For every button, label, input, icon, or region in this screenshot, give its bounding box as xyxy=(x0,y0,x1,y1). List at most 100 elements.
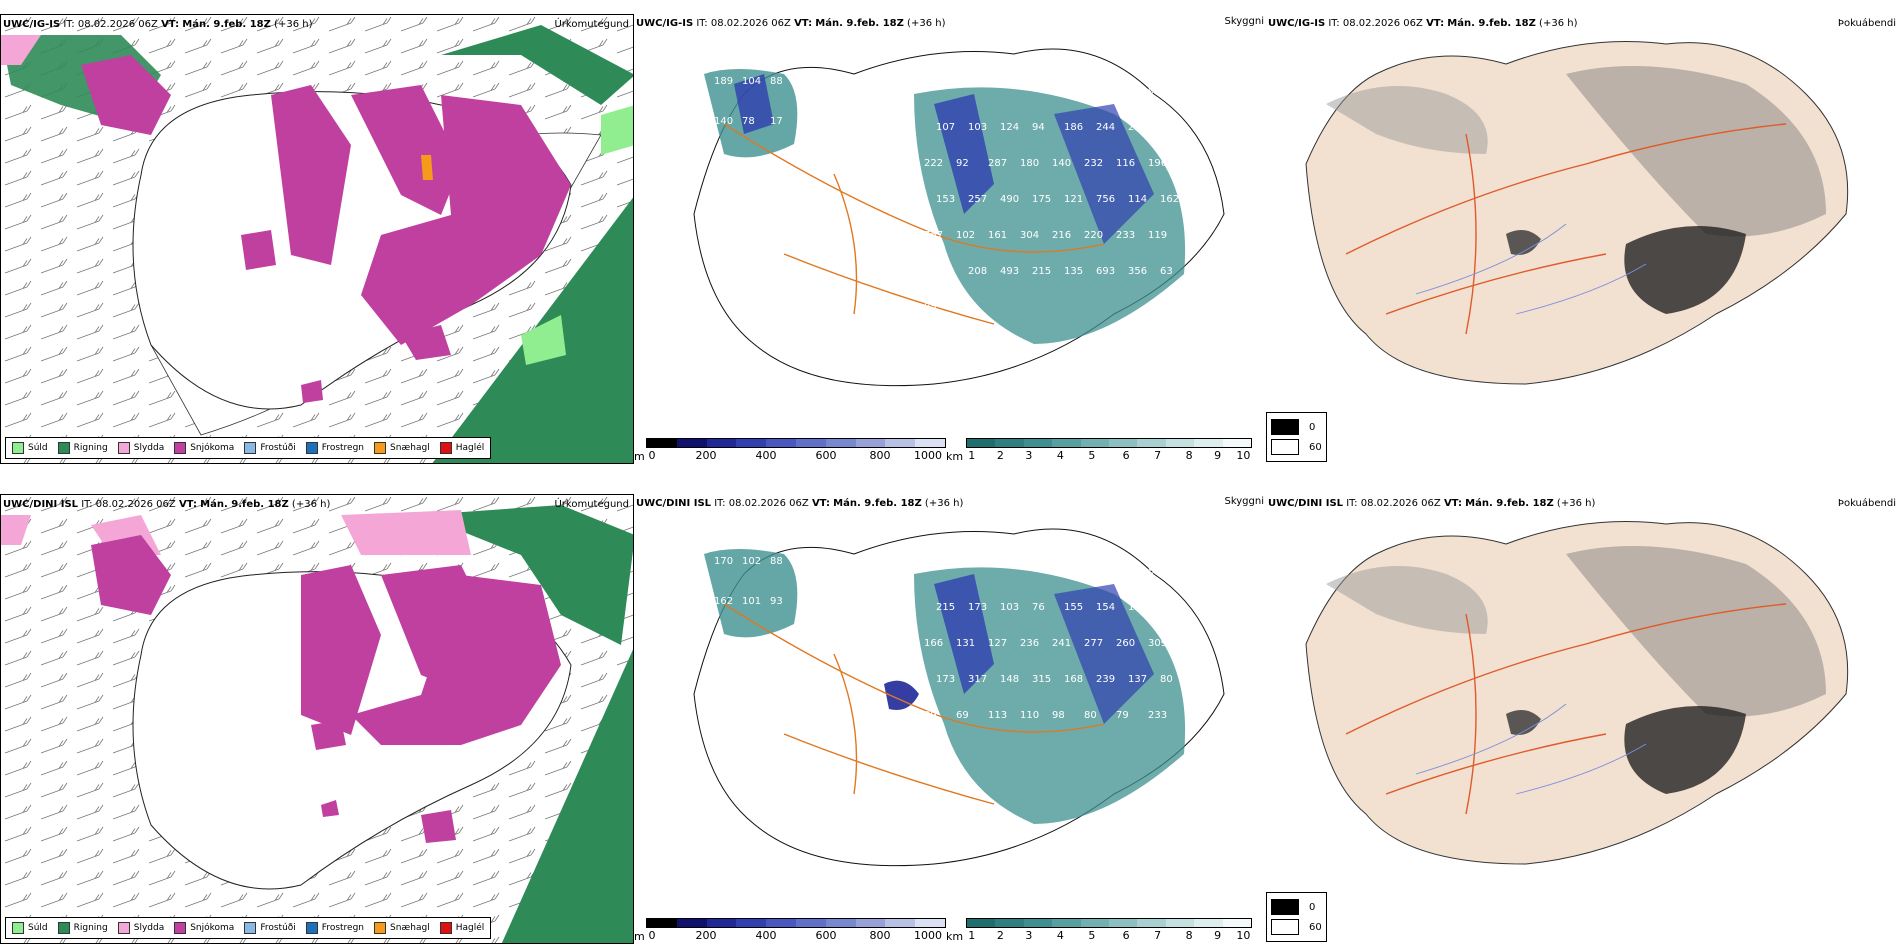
ceiling-label: 232 xyxy=(1084,158,1103,169)
visibility-colorbar: km 1 2 3 4 5 6 7 8 9 10 xyxy=(946,918,1252,943)
tick: 4 xyxy=(1056,449,1064,462)
ceiling-label: 756 xyxy=(1096,194,1115,205)
precip-map-1 xyxy=(1,15,633,463)
legend-label: Snjókoma xyxy=(190,923,235,933)
legend-swatch xyxy=(117,922,130,934)
fog-legend-min: 0 xyxy=(1309,421,1316,433)
ceiling-label: 186 xyxy=(1064,122,1083,133)
legend-label: Haglél xyxy=(455,443,485,453)
tick: 1000 xyxy=(914,929,942,942)
panel-header: UWC/IG-IS IT: 08.02.2026 06Z VT: Mán. 9.… xyxy=(1268,18,1578,29)
tick: 10 xyxy=(1236,449,1251,462)
legend-label: Slydda xyxy=(133,923,165,933)
ceiling-label: 216 xyxy=(1052,230,1071,241)
ceiling-label: 63 xyxy=(1160,266,1173,277)
colorbar-unit: km xyxy=(946,450,964,463)
colorbar-ticks: 1 2 3 4 5 6 7 8 9 10 xyxy=(966,448,1252,462)
tick: 7 xyxy=(1154,929,1162,942)
colorbar-unit: m xyxy=(634,450,645,463)
ceiling-label: 287 xyxy=(988,158,1007,169)
legend-swatch xyxy=(57,922,70,934)
legend-item: Rigning xyxy=(57,442,108,454)
legend-label: Rigning xyxy=(73,923,108,933)
tick: 9 xyxy=(1214,929,1222,942)
ceiling-label: 104 xyxy=(742,76,761,87)
ceiling-label: 107 xyxy=(936,122,955,133)
ceiling-label: 233 xyxy=(1148,710,1167,721)
ceiling-label: 173 xyxy=(936,674,955,685)
tick: 1 xyxy=(968,449,976,462)
ceiling-colorbar: m 0 200 400 600 800 1000 xyxy=(634,918,946,943)
legend-item: Snjókoma xyxy=(174,442,234,454)
ceiling-label: 220 xyxy=(1084,230,1103,241)
ceiling-label: 166 xyxy=(924,638,943,649)
fog-map-2 xyxy=(1305,521,1849,865)
tick: 400 xyxy=(755,929,777,942)
tick: 1 xyxy=(968,929,976,942)
ceiling-label: 94 xyxy=(1116,566,1129,577)
ceiling-label: 256 xyxy=(1128,122,1147,133)
legend-swatch xyxy=(12,442,24,454)
ceiling-label: 93 xyxy=(770,596,783,607)
legend-swatch xyxy=(244,442,257,454)
tick: 8 xyxy=(1185,449,1193,462)
fog-legend-row: 60 xyxy=(1271,917,1322,937)
tick: 200 xyxy=(695,449,717,462)
ceiling-label: 20 xyxy=(1160,122,1173,133)
ceiling-label: 161 xyxy=(988,230,1007,241)
fog-panel-1: UWC/IG-IS IT: 08.02.2026 06Z VT: Mán. 9.… xyxy=(1266,14,1900,464)
legend-item: Snæhagl xyxy=(374,442,430,454)
ceiling-label: 114 xyxy=(1128,194,1147,205)
fog-legend-row: 0 xyxy=(1271,897,1322,917)
legend-item: Frostregn xyxy=(305,922,365,934)
ceiling-label: 309 xyxy=(1148,638,1167,649)
ceiling-label: 244 xyxy=(1096,122,1115,133)
ceiling-label: 92 xyxy=(956,158,969,169)
ceiling-label: 79 xyxy=(1116,710,1129,721)
legend-label: Slydda xyxy=(133,443,165,453)
panel-header: UWC/DINI ISL IT: 08.02.2026 06Z VT: Mán.… xyxy=(636,498,964,509)
ceiling-label: 215 xyxy=(1032,266,1051,277)
ceiling-label: 85 xyxy=(936,746,949,757)
ceiling-label: 239 xyxy=(1096,674,1115,685)
tick: 5 xyxy=(1088,449,1096,462)
tick: 200 xyxy=(695,929,717,942)
ceiling-label: 80 xyxy=(1160,674,1173,685)
legend-item: Slydda xyxy=(117,442,165,454)
ceiling-label: 101 xyxy=(742,596,761,607)
legend-label: Frostregn xyxy=(321,923,365,933)
fog-legend-max: 60 xyxy=(1309,921,1322,933)
legend-item: Súld xyxy=(12,922,48,934)
ceiling-label: 98 xyxy=(1148,86,1161,97)
legend-label: Rigning xyxy=(73,443,108,453)
ceiling-label: 493 xyxy=(1000,266,1019,277)
colorbar-unit: m xyxy=(634,930,645,943)
ceiling-labels-2: 170 102 88 162 101 93 94 87 215 173 103 76 155 154 181… xyxy=(714,556,1179,757)
fog-legend-min: 0 xyxy=(1309,901,1316,913)
legend-item: Frostregn xyxy=(305,442,364,454)
ceiling-label: 767 xyxy=(924,230,943,241)
ceiling-label: 154 xyxy=(1096,602,1115,613)
colorbar-swatches xyxy=(646,438,946,448)
legend-item: Súld xyxy=(12,442,48,454)
legend-item: Haglél xyxy=(439,922,484,934)
legend-label: Frostúði xyxy=(260,443,296,453)
ceiling-label: 189 xyxy=(714,76,733,87)
tick: 1000 xyxy=(914,449,942,462)
ceiling-label: 102 xyxy=(956,230,975,241)
ceiling-label: 181 xyxy=(1128,602,1147,613)
ceiling-label: 121 xyxy=(1064,194,1083,205)
ceiling-vis-map-2: 170 102 88 162 101 93 94 87 215 173 103 76 155 154 181… xyxy=(693,528,1225,867)
panel-title: Skyggni xyxy=(1224,496,1264,507)
legend-label: Súld xyxy=(28,923,48,933)
fog-legend-max: 60 xyxy=(1309,441,1322,453)
ceiling-label: 87 xyxy=(1148,566,1161,577)
ceiling-label: 162 xyxy=(1160,194,1179,205)
tick: 800 xyxy=(869,449,891,462)
ceiling-labels-1: 189 104 88 140 78 17 140 98 107 103 124 94 186 244 256… xyxy=(714,76,1179,313)
legend-swatch xyxy=(174,922,187,934)
ceiling-label: 208 xyxy=(968,266,987,277)
precip-map-2 xyxy=(1,495,633,943)
panel-title: Þokuábendi xyxy=(1837,18,1896,29)
ceiling-label: 17 xyxy=(770,116,783,127)
